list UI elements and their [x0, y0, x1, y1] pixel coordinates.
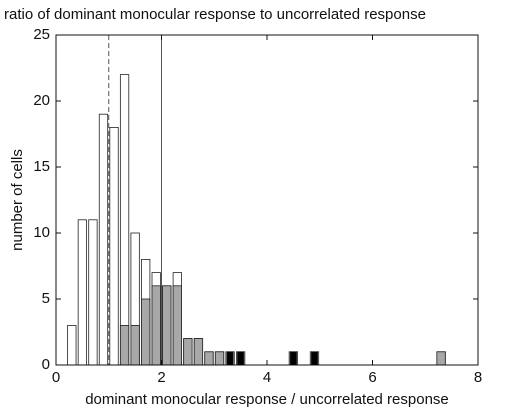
y-tick-label: 15 [33, 158, 50, 175]
x-tick-label: 6 [368, 369, 376, 386]
y-tick-label: 20 [33, 92, 50, 109]
bar [226, 351, 234, 366]
y-tick-label: 25 [33, 26, 50, 43]
bar [88, 219, 98, 366]
y-tick-label: 0 [42, 356, 50, 373]
x-tick-label: 8 [474, 369, 482, 386]
bar [119, 74, 130, 366]
chart-title: ratio of dominant monocular response to … [4, 6, 426, 23]
bar [183, 338, 193, 366]
bar [436, 351, 446, 366]
x-tick-label: 2 [157, 369, 165, 386]
y-tick-label: 10 [33, 224, 50, 241]
y-tick-label: 5 [42, 290, 50, 307]
plot-frame [55, 34, 479, 366]
bar [67, 324, 77, 366]
bar [77, 219, 87, 366]
bar [214, 351, 225, 366]
bar [98, 113, 109, 366]
y-axis-label: number of cells [9, 149, 26, 251]
x-tick-label: 4 [263, 369, 271, 386]
bar [130, 324, 140, 366]
bar [119, 324, 130, 366]
bar [162, 285, 172, 366]
bar [237, 351, 245, 366]
bar [141, 298, 151, 366]
x-axis-label: dominant monocular response / uncorrelat… [85, 391, 449, 408]
bar [193, 338, 204, 366]
bar [109, 127, 119, 366]
bar [310, 351, 319, 366]
bar [204, 351, 214, 366]
bar [172, 285, 182, 366]
x-tick-label: 0 [52, 369, 60, 386]
bar [151, 285, 161, 366]
bar [289, 351, 297, 366]
